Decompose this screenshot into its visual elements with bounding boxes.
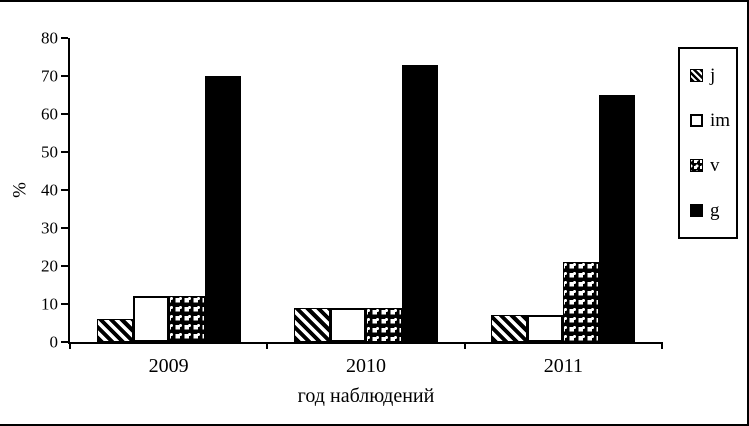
y-axis-tick xyxy=(61,303,68,305)
x-axis-tick xyxy=(463,342,466,349)
bar-2009-v xyxy=(168,296,205,342)
x-category-label: 2011 xyxy=(543,355,583,377)
y-axis-tick xyxy=(61,151,68,153)
y-axis-tick xyxy=(61,227,68,229)
y-axis-tick xyxy=(61,113,68,115)
y-tick-label: 60 xyxy=(41,104,58,124)
y-tick-label: 10 xyxy=(41,294,58,314)
y-tick-label: 40 xyxy=(41,180,58,200)
legend-item-j: j xyxy=(690,66,736,85)
bar-2011-g xyxy=(599,95,636,342)
bar-2010-im xyxy=(329,307,366,342)
x-axis-tick xyxy=(661,342,663,349)
legend-item-g: g xyxy=(690,201,736,220)
legend-item-im: im xyxy=(690,111,736,130)
bar-2009-g xyxy=(204,76,241,342)
diagonal-hatch-swatch-icon xyxy=(690,69,703,82)
bar-2010-j xyxy=(293,307,330,342)
legend-label: j xyxy=(710,65,716,86)
checker-dots-swatch-icon xyxy=(690,159,703,172)
white-swatch-icon xyxy=(690,114,703,127)
legend-box: j im v g xyxy=(678,47,738,239)
x-axis-tick xyxy=(266,342,269,349)
bar-2009-j xyxy=(96,319,133,342)
x-axis-title: год наблюдений xyxy=(297,385,435,407)
y-tick-label: 20 xyxy=(41,256,58,276)
bar-2009-im xyxy=(132,296,169,342)
y-tick-label: 70 xyxy=(41,66,58,86)
legend-label: im xyxy=(710,110,731,131)
legend-label: g xyxy=(710,200,720,221)
x-axis-tick xyxy=(69,342,71,349)
bar-2010-v xyxy=(365,307,402,342)
bar-2011-j xyxy=(491,315,528,342)
y-tick-label: 30 xyxy=(41,218,58,238)
y-axis-tick xyxy=(61,75,68,77)
x-category-label: 2009 xyxy=(148,355,189,377)
legend-item-v: v xyxy=(690,156,736,175)
plot-area: % год наблюдений 0 10 20 30 40 50 60 70 80 2009 20… xyxy=(10,30,663,406)
y-tick-label: 50 xyxy=(41,142,58,162)
bar-group-2010 xyxy=(267,38,464,342)
bar-2011-v xyxy=(563,262,600,342)
y-tick-label: 0 xyxy=(49,332,59,352)
y-axis-tick xyxy=(61,189,68,191)
bar-group-2009 xyxy=(70,38,267,342)
bar-group-2011 xyxy=(465,38,662,342)
y-axis-tick xyxy=(61,37,68,39)
bar-2010-g xyxy=(401,64,438,342)
y-tick-label: 80 xyxy=(41,28,58,48)
bar-2011-im xyxy=(527,315,564,342)
black-swatch-icon xyxy=(690,204,703,217)
x-category-label: 2010 xyxy=(346,355,386,377)
legend-label: v xyxy=(710,155,720,176)
y-axis-title: % xyxy=(9,182,31,198)
y-axis-tick xyxy=(61,265,68,267)
y-axis-tick xyxy=(61,341,68,343)
